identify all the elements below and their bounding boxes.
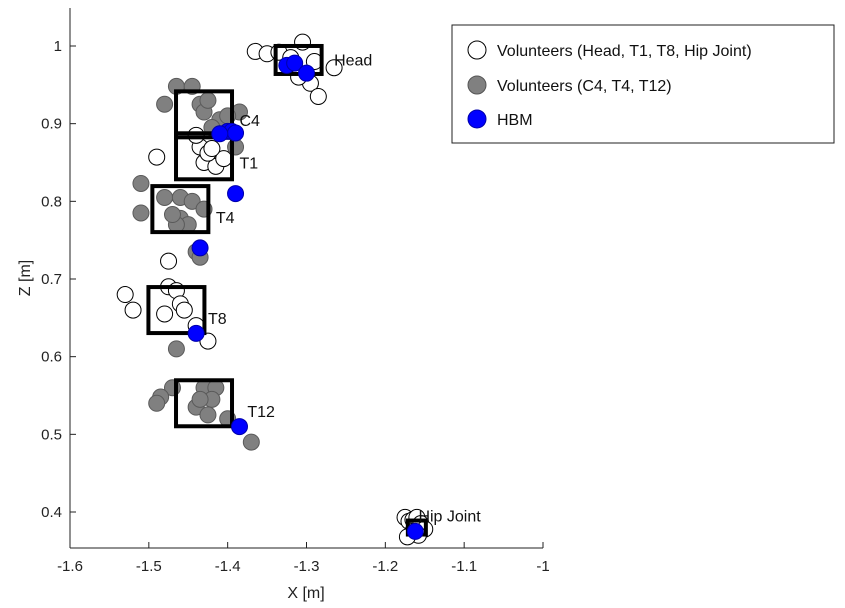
volunteer-open-point	[325, 59, 343, 77]
x-tick-label: -1.5	[136, 558, 162, 575]
hbm-point	[286, 54, 304, 72]
legend-marker-volunteers-open	[467, 40, 487, 60]
hbm-point	[406, 522, 424, 540]
y-tick-label: 0.7	[41, 271, 62, 288]
annotation-label: T12	[247, 404, 275, 421]
legend-label-hbm: HBM	[497, 112, 533, 129]
volunteer-filled-point	[242, 433, 260, 451]
volunteer-filled-point	[148, 394, 166, 412]
x-tick-label: -1	[536, 558, 549, 575]
annotation-label: T8	[208, 311, 227, 328]
y-ticks: 0.4 0.5 0.6 0.7 0.8 0.9 1	[41, 38, 76, 521]
axes: -1.6 -1.5 -1.4 -1.3 -1.2 -1.1 -1 0.40.50.60.70…	[17, 8, 550, 602]
legend: Volunteers (Head, T1, T8, Hip Joint) Vol…	[451, 24, 835, 144]
annotation-label: T1	[239, 156, 258, 173]
volunteer-filled-point	[132, 204, 150, 222]
hbm-point	[191, 239, 209, 257]
volunteer-open-point	[203, 140, 221, 158]
legend-box	[451, 24, 835, 144]
x-tick-label: -1.4	[215, 558, 241, 575]
volunteer-filled-point	[132, 174, 150, 192]
x-tick-label: -1.6	[57, 558, 83, 575]
hbm-point	[298, 64, 315, 82]
annotation-label: Hip Joint	[418, 508, 481, 525]
volunteer-filled-point	[183, 192, 201, 210]
x-tick-label: -1.3	[294, 558, 320, 575]
volunteer-open-point	[156, 305, 174, 323]
hbm-point	[187, 324, 205, 342]
y-tick-label: 0.4	[41, 504, 62, 521]
volunteer-open-point	[175, 301, 193, 319]
volunteer-filled-point	[199, 406, 217, 424]
volunteer-filled-point	[191, 390, 209, 408]
annotation-label: C4	[239, 113, 260, 130]
volunteer-open-point	[160, 252, 178, 270]
y-tick-label: 0.8	[41, 193, 62, 210]
x-ticks: -1.6 -1.5 -1.4 -1.3 -1.2 -1.1 -1	[57, 542, 550, 575]
x-axis-title: X [m]	[287, 585, 324, 602]
y-tick-label: 0.5	[41, 426, 62, 443]
hbm-point	[230, 418, 248, 436]
mean-box	[150, 184, 211, 235]
legend-marker-volunteers-filled	[467, 75, 487, 95]
volunteer-filled-point	[199, 91, 217, 109]
mean-box	[174, 131, 235, 182]
mean-boxes	[146, 43, 428, 537]
volunteer-open-point	[309, 87, 327, 105]
legend-label-volunteers-filled: Volunteers (C4, T4, T12)	[497, 78, 672, 95]
series-2	[187, 54, 424, 540]
volunteer-filled-point	[163, 206, 181, 224]
volunteer-filled-point	[156, 95, 174, 113]
volunteer-open-point	[124, 301, 142, 319]
annotation-label: T4	[216, 210, 235, 227]
y-axis-title: Z [m]	[17, 260, 34, 296]
volunteer-filled-point	[156, 188, 174, 206]
hbm-point	[211, 125, 229, 143]
hbm-point	[227, 185, 245, 203]
mean-box	[174, 89, 235, 140]
volunteer-filled-point	[167, 340, 185, 358]
y-tick-label: 0.6	[41, 349, 62, 366]
volunteer-open-point	[148, 148, 166, 166]
y-tick-label: 0.9	[41, 116, 62, 133]
mean-box	[174, 378, 235, 429]
volunteer-open-point	[199, 332, 217, 350]
plot-area: Head C4 T1 T4 T8 T12 Hip Joint	[116, 33, 481, 546]
legend-marker-hbm	[467, 109, 487, 129]
annotation-label: Head	[334, 52, 372, 69]
y-tick-label: 1	[54, 38, 62, 55]
x-tick-label: -1.2	[372, 558, 398, 575]
legend-label-volunteers-open: Volunteers (Head, T1, T8, Hip Joint)	[497, 43, 752, 60]
x-tick-label: -1.1	[451, 558, 477, 575]
annotations: Head C4 T1 T4 T8 T12 Hip Joint	[208, 52, 481, 525]
volunteer-open-point	[187, 126, 205, 144]
mean-box	[146, 285, 207, 336]
volunteer-open-point	[116, 286, 134, 304]
